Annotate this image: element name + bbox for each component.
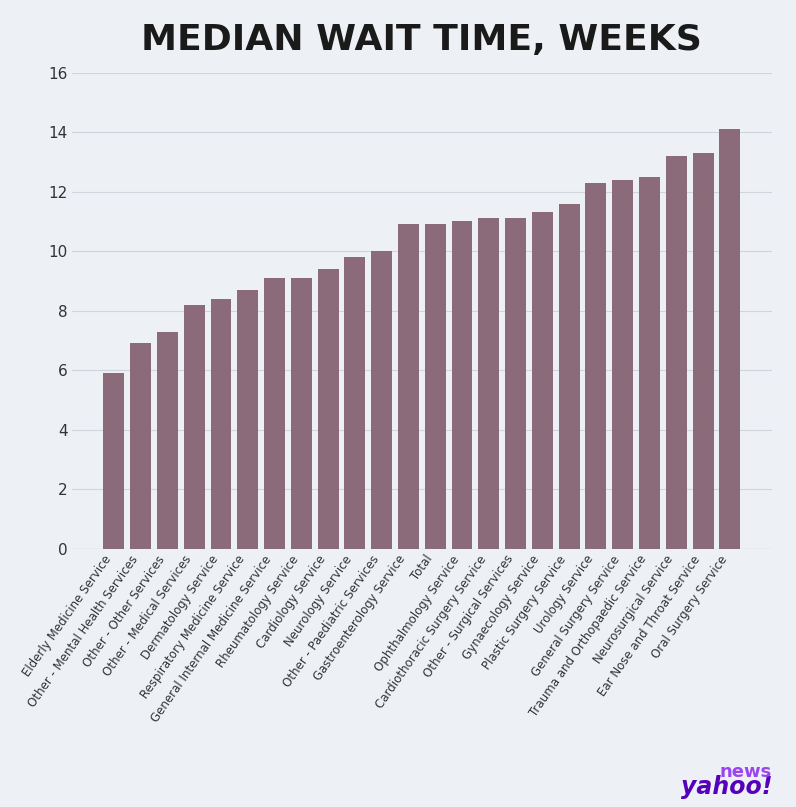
- Bar: [505, 219, 526, 549]
- Bar: [345, 257, 365, 549]
- Bar: [184, 305, 205, 549]
- Bar: [612, 180, 633, 549]
- Bar: [157, 332, 178, 549]
- Bar: [131, 344, 151, 549]
- Text: yahoo!: yahoo!: [681, 775, 772, 799]
- Bar: [318, 269, 338, 549]
- Bar: [693, 153, 713, 549]
- Bar: [103, 373, 124, 549]
- Bar: [291, 278, 312, 549]
- Bar: [371, 251, 392, 549]
- Bar: [586, 182, 607, 549]
- Bar: [398, 224, 419, 549]
- Title: MEDIAN WAIT TIME, WEEKS: MEDIAN WAIT TIME, WEEKS: [142, 23, 702, 57]
- Bar: [532, 212, 553, 549]
- Bar: [211, 299, 232, 549]
- Bar: [264, 278, 285, 549]
- Bar: [451, 221, 473, 549]
- Bar: [478, 219, 499, 549]
- Text: news: news: [720, 763, 772, 780]
- Bar: [425, 224, 446, 549]
- Bar: [237, 290, 258, 549]
- Bar: [559, 203, 579, 549]
- Bar: [665, 156, 687, 549]
- Bar: [639, 177, 660, 549]
- Bar: [720, 129, 740, 549]
